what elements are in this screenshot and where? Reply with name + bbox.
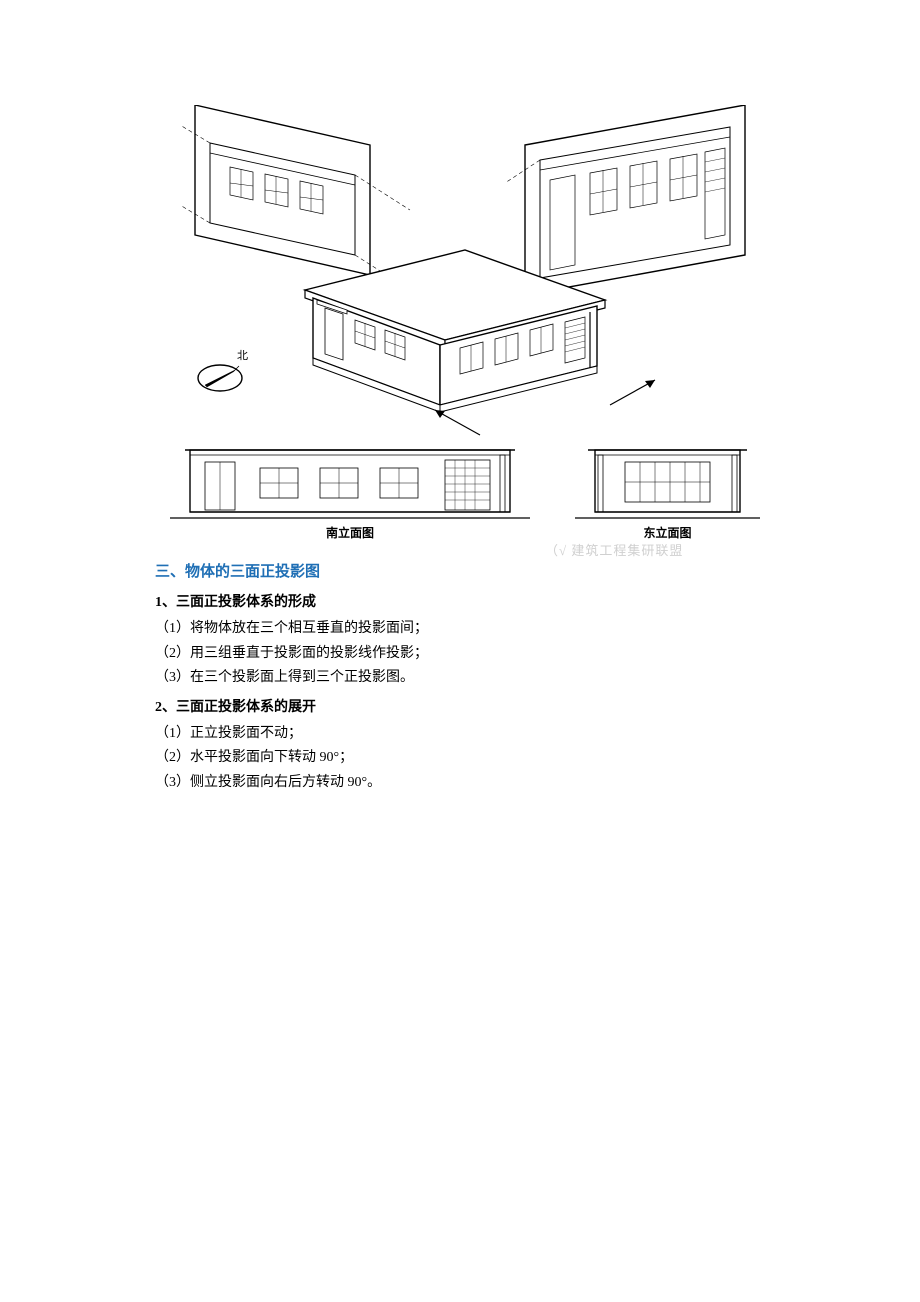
s1-item-3: （3）在三个投影面上得到三个正投影图。 [155,666,765,691]
sub-heading-1: 1、三面正投影体系的形成 [155,591,765,611]
s2-item-1: （1）正立投影面不动； [155,722,765,747]
section-heading: 三、物体的三面正投影图 [155,560,765,581]
south-elevation: 南立面图 [165,440,535,541]
compass-icon: 北 [195,350,250,400]
s2-item-2: （2）水平投影面向下转动 90°； [155,746,765,771]
section-heading-text: 三、物体的三面正投影图 [155,564,320,580]
watermark-text: （√ 建筑工程集研联盟 [545,540,683,559]
isometric-building [295,240,615,420]
projection-diagram: 北 [155,100,765,530]
sub-heading-2: 2、三面正投影体系的展开 [155,696,765,716]
s2-item-3: （3）侧立投影面向右后方转动 90°。 [155,771,765,796]
east-elevation-label: 东立面图 [570,524,765,541]
east-arrow-icon [605,375,665,410]
compass-label: 北 [237,347,248,363]
s1-item-2: （2）用三组垂直于投影面的投影线作投影； [155,642,765,667]
south-elevation-label: 南立面图 [165,524,535,541]
south-arrow-icon [425,405,485,440]
east-elevation: 东立面图 [570,440,765,541]
s1-item-1: （1）将物体放在三个相互垂直的投影面间； [155,617,765,642]
